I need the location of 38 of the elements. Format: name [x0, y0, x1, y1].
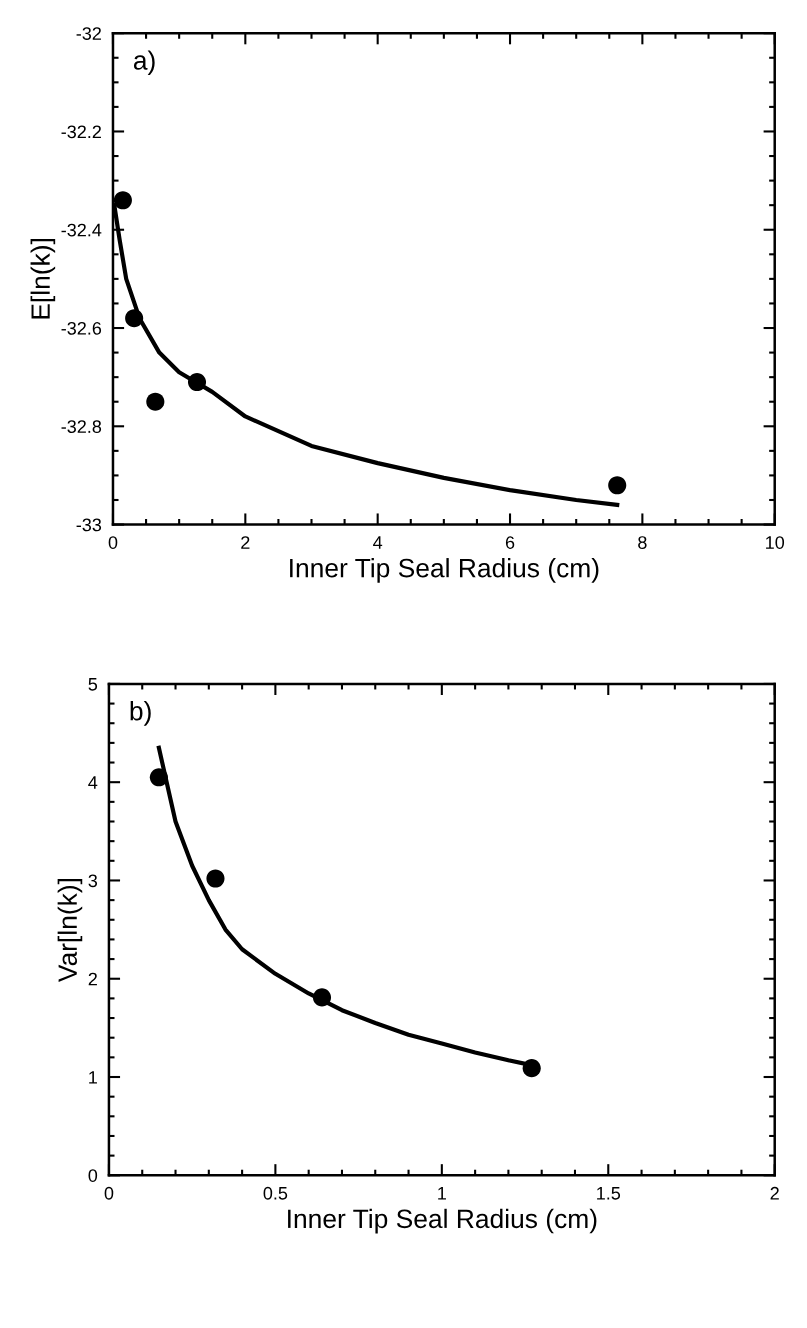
y-tick-label: -32.8: [61, 420, 102, 434]
point: [608, 476, 627, 495]
y-tick-label: -32.4: [61, 223, 102, 237]
x-axis-title: Inner Tip Seal Radius (cm): [288, 1208, 597, 1234]
point: [312, 988, 332, 1007]
x-axis-title: Inner Tip Seal Radius (cm): [290, 558, 599, 583]
annotation: a): [133, 50, 155, 75]
y-tick-label: 1: [89, 1071, 97, 1084]
y-tick-label: 4: [88, 776, 98, 789]
y-tick-label: -32: [76, 27, 101, 40]
point: [146, 392, 165, 411]
point: [125, 309, 144, 328]
point: [206, 869, 225, 888]
y-tick-label: -32.2: [61, 125, 101, 139]
x-tick-label: 4: [373, 536, 383, 549]
y-tick-label: 2: [88, 972, 97, 986]
x-tick-label: 1: [438, 1187, 446, 1200]
annotation: b): [130, 701, 151, 726]
y-axis-title: E[ln(k)]: [30, 238, 56, 319]
x-tick-label: 0.5: [263, 1186, 288, 1200]
y-tick-label: -32.6: [61, 321, 102, 335]
x-tick-label: 10: [766, 536, 785, 549]
x-tick-label: 2: [770, 1186, 779, 1200]
point: [187, 373, 207, 392]
point: [522, 1059, 541, 1078]
point: [149, 768, 168, 787]
x-tick-label: 8: [638, 536, 647, 549]
x-tick-label: 1.5: [597, 1187, 621, 1200]
y-tick-label: 3: [88, 874, 98, 888]
y-tick-label: 0: [88, 1169, 98, 1182]
y-axis-title: Var[ln(k)]: [57, 878, 83, 983]
x-tick-label: 6: [505, 536, 515, 549]
point: [113, 191, 132, 210]
y-tick-label: -33: [76, 518, 102, 532]
x-tick-label: 0: [108, 536, 118, 549]
x-tick-label: 0: [104, 1186, 114, 1200]
x-tick-label: 2: [241, 536, 250, 549]
y-tick-label: 5: [88, 678, 98, 691]
